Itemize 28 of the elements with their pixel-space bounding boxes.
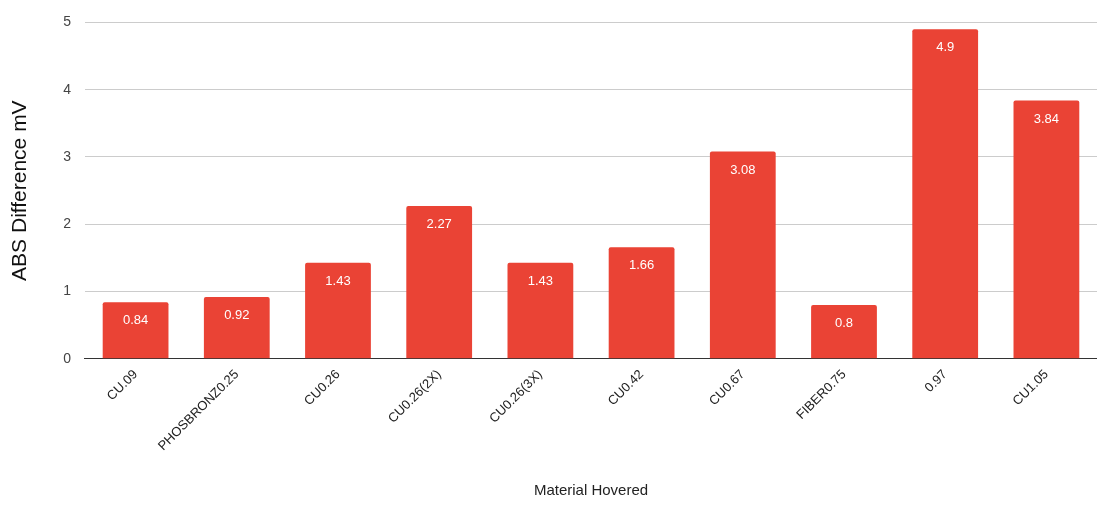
data-label: 3.84 [1033, 110, 1060, 126]
data-label: 1.43 [325, 272, 351, 288]
y-tick-label: 4 [63, 80, 72, 97]
y-tick-label: 5 [63, 13, 72, 30]
data-label: 2.27 [426, 216, 452, 232]
bar [305, 262, 371, 359]
y-tick-label: 3 [63, 147, 72, 164]
data-label: 0.8 [834, 315, 854, 331]
bar [608, 247, 675, 359]
data-label: 4.9 [936, 39, 955, 55]
bar [709, 151, 776, 359]
data-label: 0.84 [122, 312, 149, 328]
data-label: 1.43 [527, 272, 554, 288]
bar [1013, 100, 1080, 359]
bar [203, 296, 270, 359]
data-label: 0.92 [224, 307, 250, 323]
bar [811, 305, 877, 359]
y-tick-label: 2 [63, 215, 72, 232]
bar [102, 302, 169, 359]
bar [406, 206, 473, 359]
y-axis-title: ABS Difference mV [7, 100, 31, 281]
x-axis-title: Material Hovered [533, 481, 649, 499]
data-label: 1.66 [628, 257, 655, 273]
y-tick-label: 1 [63, 282, 72, 299]
data-label: 3.08 [730, 161, 756, 177]
y-tick-label: 0 [63, 349, 72, 366]
bar [507, 262, 574, 359]
bar [912, 29, 979, 359]
